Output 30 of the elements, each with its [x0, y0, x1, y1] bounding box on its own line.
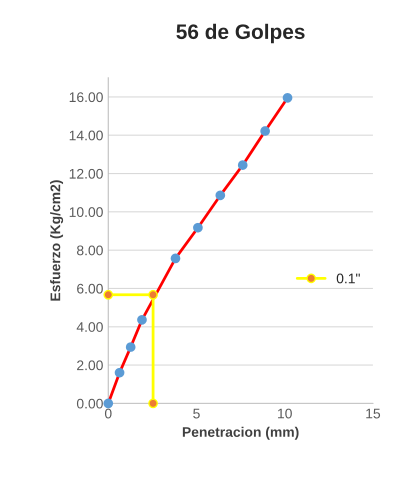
y-tick-label: 0.00 — [76, 398, 103, 409]
y-tick-label: 8.00 — [76, 245, 103, 256]
point — [126, 342, 136, 352]
y-tick-label: 4.00 — [76, 322, 103, 332]
point — [137, 315, 147, 325]
point — [193, 222, 203, 233]
x-tick-label: 15 — [366, 408, 380, 418]
y-axis-title: Esfuerzo (Kg/cm2) — [50, 180, 64, 301]
point — [170, 254, 180, 264]
y-tick-label: 6.00 — [77, 284, 103, 294]
point — [103, 398, 114, 408]
point — [282, 93, 292, 103]
chart-title: 56 de Golpes — [176, 24, 305, 44]
point — [238, 160, 248, 170]
point — [148, 398, 158, 408]
x-tick-label: 5 — [193, 408, 200, 418]
x-tick-label: 0 — [104, 408, 112, 418]
y-tick-label: 14.00 — [70, 130, 103, 140]
point — [215, 190, 226, 200]
point — [148, 290, 158, 300]
y-tick-label: 12.00 — [70, 168, 103, 179]
x-axis-title: Penetracion (mm) — [182, 426, 299, 440]
y-tick-label: 2.00 — [77, 360, 103, 370]
x-tick-label: 10 — [278, 408, 292, 418]
legend-label: 0.1" — [336, 274, 360, 284]
point — [260, 126, 270, 136]
point — [103, 290, 114, 300]
point — [114, 368, 124, 378]
y-tick-label: 10.00 — [70, 207, 103, 218]
y-tick-label: 16.00 — [70, 92, 103, 102]
